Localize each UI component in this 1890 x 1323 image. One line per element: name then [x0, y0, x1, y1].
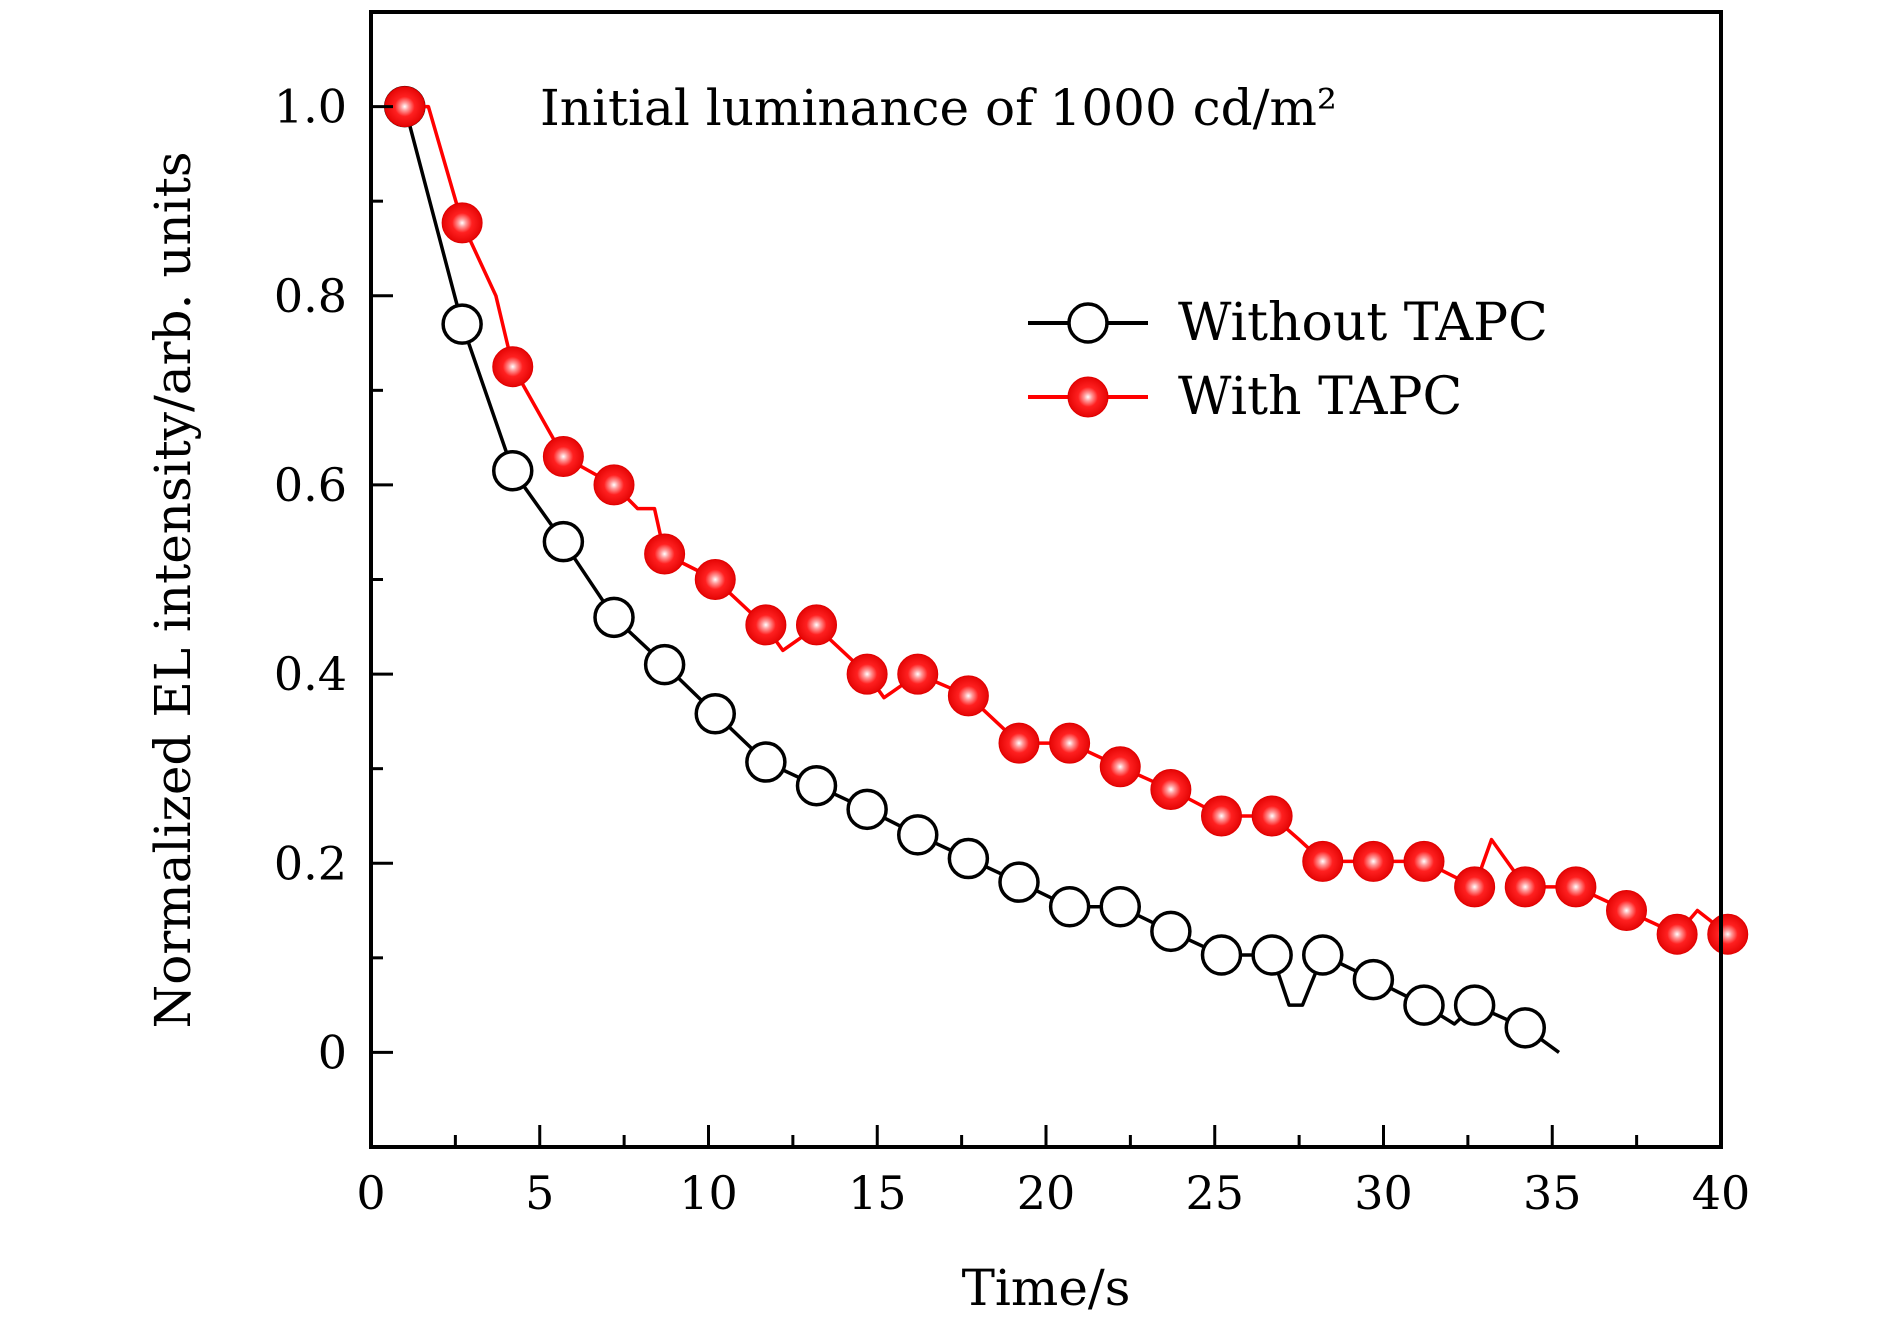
y-tick-label: 1.0: [274, 80, 347, 134]
legend-label-with-tapc: With TAPC: [1178, 367, 1462, 427]
data-point-without-tapc: [542, 520, 585, 563]
data-point-without-tapc: [1099, 886, 1141, 928]
data-point-with-tapc: [1504, 866, 1546, 908]
x-tick-label: 5: [525, 1166, 554, 1220]
data-point-with-tapc: [441, 202, 483, 244]
data-point-with-tapc: [694, 559, 736, 600]
data-point-without-tapc: [643, 643, 686, 686]
x-tick-label: 35: [1523, 1166, 1582, 1220]
legend-label-without-tapc: Without TAPC: [1178, 293, 1548, 353]
series-line-without-tapc: [403, 106, 1561, 1054]
data-point-with-tapc: [1150, 768, 1192, 810]
y-axis-label: Normalized EL intensity/arb. units: [144, 152, 202, 1029]
data-point-without-tapc: [1302, 934, 1344, 976]
data-point-without-tapc: [593, 596, 635, 639]
data-point-with-tapc: [1707, 913, 1749, 955]
data-point-without-tapc: [1504, 1007, 1546, 1049]
x-tick-label: 25: [1185, 1166, 1244, 1220]
x-tick-label: 20: [1017, 1166, 1076, 1220]
data-point-with-tapc: [644, 533, 686, 575]
series-line-with-tapc: [404, 104, 1729, 936]
data-point-without-tapc: [492, 449, 534, 492]
data-point-with-tapc: [1454, 866, 1496, 908]
plot-frame: [369, 10, 1723, 1149]
data-point-with-tapc: [1201, 795, 1242, 837]
y-tick-label: 0.6: [274, 458, 347, 512]
data-point-without-tapc: [1403, 984, 1445, 1026]
data-point-without-tapc: [1251, 934, 1293, 976]
data-point-with-tapc: [897, 653, 939, 695]
data-point-without-tapc: [1352, 958, 1395, 1001]
chart-annotation: Initial luminance of 1000 cd/m²: [540, 79, 1337, 137]
data-point-without-tapc: [441, 303, 483, 345]
y-tick-label: 0.2: [274, 836, 347, 890]
data-point-without-tapc: [1048, 886, 1091, 928]
data-point-with-tapc: [1403, 840, 1445, 882]
data-point-with-tapc: [593, 464, 635, 506]
legend: Without TAPC With TAPC: [1028, 293, 1548, 427]
data-point-with-tapc: [947, 675, 989, 717]
data-point-with-tapc: [1555, 866, 1597, 908]
x-tick-label: 40: [1692, 1166, 1751, 1220]
data-point-without-tapc: [897, 814, 939, 856]
x-tick-label: 15: [848, 1166, 907, 1220]
data-point-with-tapc: [1251, 795, 1293, 837]
data-point-with-tapc: [1302, 840, 1344, 882]
data-point-with-tapc: [998, 722, 1040, 764]
data-point-without-tapc: [795, 764, 838, 807]
data-point-without-tapc: [1150, 910, 1192, 953]
data-point-with-tapc: [1049, 722, 1091, 764]
data-point-without-tapc: [745, 741, 787, 783]
data-point-with-tapc: [745, 604, 787, 646]
data-point-without-tapc: [694, 693, 736, 735]
y-tick-label: 0.8: [274, 269, 347, 323]
x-tick-label: 30: [1354, 1166, 1413, 1220]
data-point-with-tapc: [1352, 840, 1394, 882]
data-point-with-tapc: [1656, 913, 1698, 955]
data-point-with-tapc: [1099, 746, 1141, 788]
y-tick-label: 0: [318, 1025, 347, 1079]
data-point-without-tapc: [947, 837, 990, 880]
data-point-without-tapc: [846, 788, 888, 831]
data-point-with-tapc: [796, 604, 837, 646]
data-point-without-tapc: [998, 861, 1040, 903]
data-point-with-tapc: [846, 653, 888, 695]
data-point-with-tapc: [1606, 890, 1647, 932]
x-tick-label: 0: [356, 1166, 385, 1220]
x-axis-label: Time/s: [962, 1259, 1131, 1317]
data-point-with-tapc: [492, 346, 534, 388]
y-tick-label: 0.4: [274, 647, 347, 701]
data-point-without-tapc: [1200, 934, 1243, 976]
x-tick-label: 10: [679, 1166, 738, 1220]
legend-marker-with-tapc: [1067, 376, 1109, 418]
legend-marker-without-tapc: [1067, 302, 1109, 344]
data-point-with-tapc: [542, 436, 584, 478]
data-point-without-tapc: [1453, 984, 1496, 1026]
